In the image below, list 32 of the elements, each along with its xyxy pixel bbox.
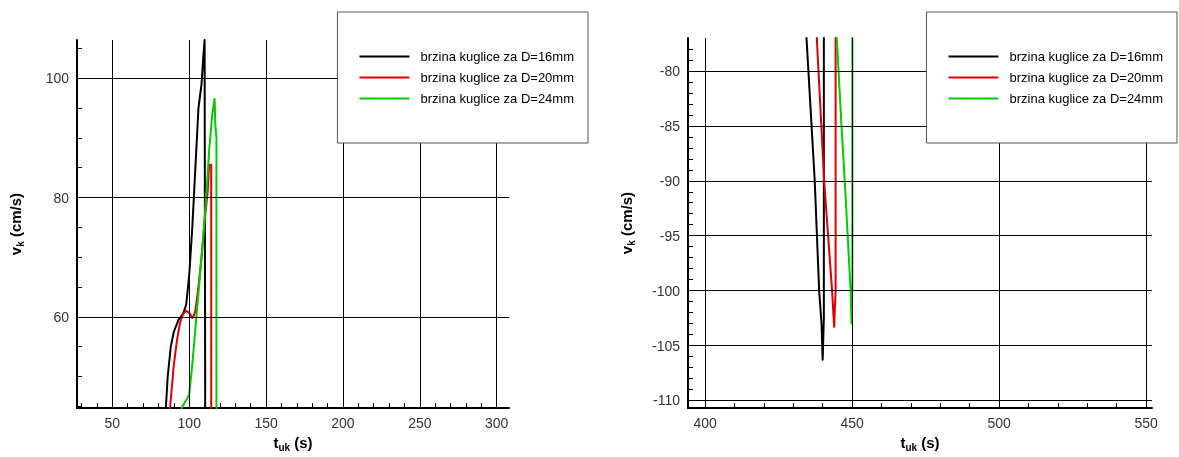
y-tick-label: 80 <box>53 189 70 206</box>
y-axis-title: vk (cm/s) <box>7 192 26 256</box>
line-series <box>180 98 218 410</box>
y-tick-label: 100 <box>45 70 70 87</box>
legend-label: brzina kuglice za D=16mm <box>420 49 575 64</box>
y-tick-label: -95 <box>659 227 681 244</box>
x-tick-label: 550 <box>1134 415 1159 432</box>
x-tick-label: 100 <box>177 415 202 432</box>
x-tick-label: 500 <box>987 415 1011 432</box>
legend-label: brzina kuglice za D=20mm <box>1009 70 1164 85</box>
x-tick-label: 300 <box>485 415 509 432</box>
legend-label: brzina kuglice za D=16mm <box>1009 49 1164 64</box>
y-tick-label: -100 <box>651 282 681 299</box>
x-tick-label: 450 <box>840 415 864 432</box>
line-series <box>169 163 213 410</box>
legend-label: brzina kuglice za D=24mm <box>1009 91 1164 106</box>
x-tick-label: 250 <box>408 415 432 432</box>
x-tick-label: 400 <box>693 415 717 432</box>
line-series <box>835 37 854 325</box>
x-tick-label: 150 <box>254 415 278 432</box>
line-series <box>815 37 837 328</box>
y-tick-label: -80 <box>659 62 681 79</box>
y-tick-label: 60 <box>53 308 70 325</box>
legend-label: brzina kuglice za D=24mm <box>420 91 575 106</box>
x-tick-label: 200 <box>331 415 355 432</box>
y-tick-label: -110 <box>653 392 681 409</box>
y-tick-label: -105 <box>651 337 681 354</box>
y-axis-title: vk (cm/s) <box>618 191 637 255</box>
y-tick-label: -90 <box>659 172 681 189</box>
legend-label: brzina kuglice za D=20mm <box>420 70 575 85</box>
x-tick-label: 50 <box>104 415 121 432</box>
y-tick-label: -85 <box>659 117 681 134</box>
